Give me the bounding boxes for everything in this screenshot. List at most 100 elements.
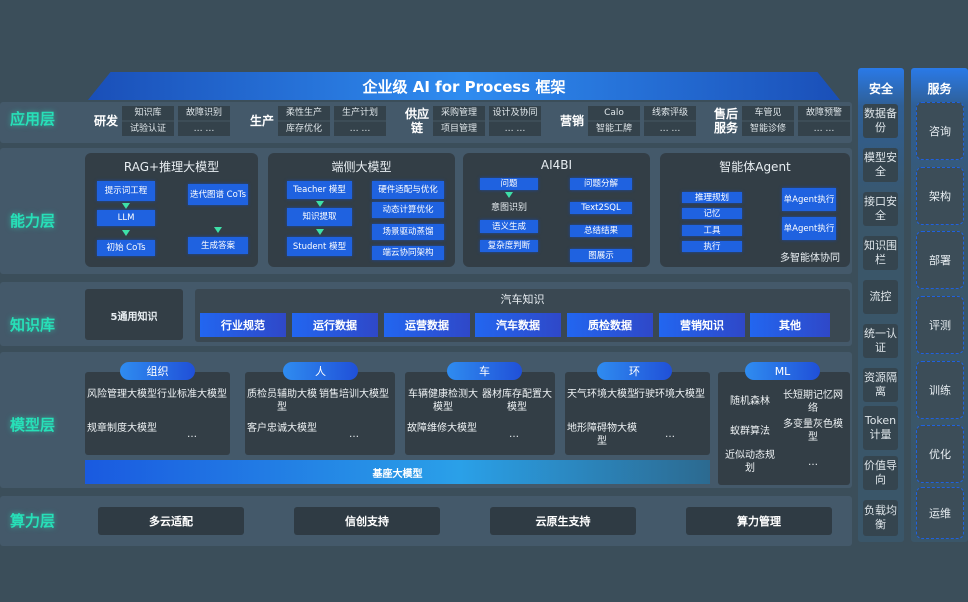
app-cell[interactable]: 线索评级 — [644, 106, 696, 120]
knowledge-item[interactable]: 营销知识 — [659, 313, 745, 337]
app-cell[interactable]: 知识库 — [122, 106, 174, 120]
box: 知识提取 — [287, 208, 352, 226]
app-cell[interactable]: 试验认证 — [122, 122, 174, 136]
service-item[interactable]: 运维 — [916, 487, 964, 539]
model-item: … — [509, 429, 519, 440]
box: 问题分解 — [570, 178, 632, 190]
ai4bi-card: AI4BI 问题 意图识别 语义生成 复杂度判断 问题分解 Text2SQL 总… — [463, 153, 650, 267]
security-item[interactable]: 流控 — [863, 280, 898, 314]
model-item: 规章制度大模型 — [87, 423, 157, 434]
model-category-pill: 人 — [283, 362, 358, 380]
multi-agent-label: 多智能体协同 — [780, 253, 840, 264]
box: 场景驱动蒸馏 — [372, 224, 444, 240]
compute-item[interactable]: 信创支持 — [294, 507, 440, 535]
app-cell[interactable]: 设计及协同 — [489, 106, 541, 120]
model-category-pill: 环 — [597, 362, 672, 380]
security-item[interactable]: 模型安全 — [863, 148, 898, 182]
model-card-org: 风险管理大模型 行业标准大模型 规章制度大模型 … — [85, 372, 230, 455]
knowledge-item[interactable]: 质检数据 — [567, 313, 653, 337]
box: Student 模型 — [287, 237, 352, 256]
box: 总结结果 — [570, 225, 632, 237]
layer-label-model: 模型层 — [10, 416, 56, 434]
app-group-label: 生产 — [250, 114, 275, 128]
app-cell[interactable]: 故障预警 — [798, 106, 850, 120]
box: 提示词工程 — [97, 181, 155, 201]
model-card-vehicle: 车辆健康检测大模型 器材库存配置大模型 故障维修大模型 … — [405, 372, 555, 455]
service-item[interactable]: 评测 — [916, 296, 964, 354]
model-category-pill: 车 — [447, 362, 522, 380]
model-item: 近似动态规划 — [725, 450, 775, 474]
app-cell[interactable]: 故障识别 — [178, 106, 230, 120]
base-model-label: 基座大模型 — [372, 468, 423, 480]
general-knowledge-card: 5通用知识 — [85, 289, 183, 340]
app-group-marketing: 营销 Calo 智能工牌 线索评级 … … — [560, 106, 696, 136]
knowledge-item[interactable]: 其他 — [750, 313, 830, 337]
service-item[interactable]: 优化 — [916, 425, 964, 483]
box: 迭代图谱 CoTs — [188, 184, 248, 205]
compute-item[interactable]: 多云适配 — [98, 507, 244, 535]
box: 单Agent执行 — [782, 217, 836, 240]
box: LLM — [97, 210, 155, 226]
arrow-down-icon — [316, 201, 324, 207]
security-item[interactable]: 统一认证 — [863, 324, 898, 358]
app-cell[interactable]: 项目管理 — [433, 122, 485, 136]
knowledge-item[interactable]: 运行数据 — [292, 313, 378, 337]
layer-label-ability: 能力层 — [10, 212, 56, 230]
app-group-label: 营销 — [560, 114, 585, 128]
app-cell[interactable]: 采购管理 — [433, 106, 485, 120]
arrow-down-icon — [505, 192, 513, 198]
security-item[interactable]: 价值导向 — [863, 456, 898, 490]
model-item: 销售培训大模型 — [319, 389, 389, 400]
framework-title: 企业级 AI for Process 框架 — [362, 77, 566, 96]
app-cell[interactable]: 智能诊修 — [742, 122, 794, 136]
service-item[interactable]: 训练 — [916, 361, 964, 419]
compute-item[interactable]: 算力管理 — [686, 507, 832, 535]
security-item[interactable]: Token计量 — [863, 406, 898, 450]
security-item[interactable]: 负载均衡 — [863, 500, 898, 536]
intent-label: 意图识别 — [490, 203, 527, 213]
app-group-label: 研发 — [94, 114, 119, 128]
base-model-bar: 基座大模型 — [85, 460, 710, 484]
security-item[interactable]: 数据备份 — [863, 104, 898, 138]
knowledge-item[interactable]: 行业规范 — [200, 313, 286, 337]
app-cell: … … — [489, 122, 541, 136]
security-item[interactable]: 接口安全 — [863, 192, 898, 226]
service-item[interactable]: 架构 — [916, 167, 964, 225]
model-item: 多变量灰色模型 — [783, 419, 843, 443]
card-title: 端侧大模型 — [331, 160, 392, 174]
knowledge-item[interactable]: 运营数据 — [384, 313, 470, 337]
box: Teacher 模型 — [287, 181, 352, 199]
box: 推理规划 — [682, 192, 742, 203]
box: 执行 — [682, 241, 742, 252]
layer-label-compute: 算力层 — [10, 512, 56, 530]
model-card-environment: 天气环境大模型 行驶环境大模型 地形障碍物大模型 … — [565, 372, 710, 455]
box: 问题 — [480, 178, 538, 190]
box: 硬件适配与优化 — [372, 181, 444, 199]
app-cell[interactable]: 智能工牌 — [588, 122, 640, 136]
knowledge-item[interactable]: 汽车数据 — [475, 313, 561, 337]
model-item: … — [187, 429, 197, 440]
app-group-label: 售后服务 — [714, 107, 739, 135]
model-item: 地形障碍物大模型 — [567, 423, 637, 447]
app-cell[interactable]: 柔性生产 — [278, 106, 330, 120]
edge-model-card: 端侧大模型 Teacher 模型 知识提取 Student 模型 硬件适配与优化… — [268, 153, 455, 267]
security-item[interactable]: 资源隔离 — [863, 368, 898, 402]
model-item: 故障维修大模型 — [407, 423, 477, 434]
app-cell[interactable]: 生产计划 — [334, 106, 386, 120]
service-item[interactable]: 咨询 — [916, 102, 964, 160]
service-item[interactable]: 部署 — [916, 231, 964, 289]
security-item[interactable]: 知识围栏 — [863, 236, 898, 270]
model-item: 行驶环境大模型 — [635, 389, 705, 400]
model-item: … — [808, 457, 818, 468]
app-cell[interactable]: 车管见 — [742, 106, 794, 120]
app-cell[interactable]: 库存优化 — [278, 122, 330, 136]
model-item: 蚁群算法 — [730, 426, 770, 437]
box: 复杂度判断 — [480, 240, 538, 252]
arrow-down-icon — [214, 227, 222, 233]
arrow-down-icon — [316, 229, 324, 235]
model-item: … — [349, 429, 359, 440]
box: 初始 CoTs — [97, 240, 155, 256]
app-cell[interactable]: Calo — [588, 106, 640, 120]
security-title: 安全 — [868, 82, 893, 96]
compute-item[interactable]: 云原生支持 — [490, 507, 636, 535]
